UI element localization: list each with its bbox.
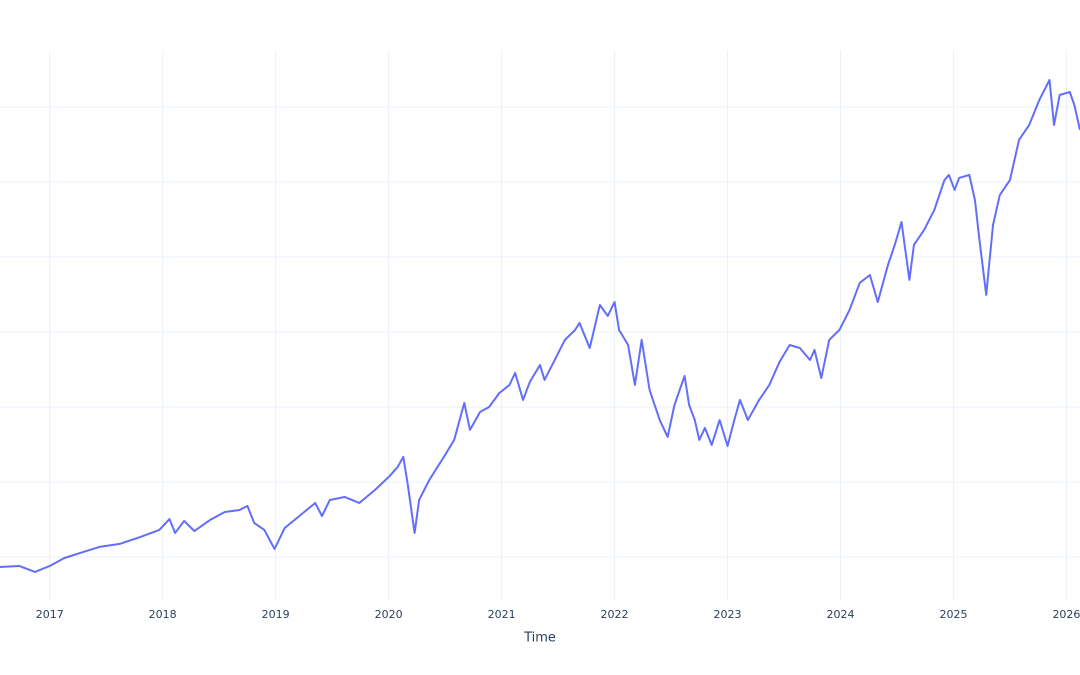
x-tick-label: 2025 bbox=[939, 608, 967, 621]
line bbox=[0, 79, 1080, 573]
x-tick-label: 2021 bbox=[488, 608, 516, 621]
x-tick-label: 2024 bbox=[827, 608, 855, 621]
x-tick-label: 2019 bbox=[262, 608, 290, 621]
x-tick-label: 2023 bbox=[714, 608, 742, 621]
x-tick-label: 2022 bbox=[601, 608, 629, 621]
x-tick-label: 2018 bbox=[149, 608, 177, 621]
x-tick-label: 2020 bbox=[375, 608, 403, 621]
x-axis-title: Time bbox=[523, 631, 556, 646]
x-tick-label: 2026 bbox=[1052, 608, 1080, 621]
x-tick-label: 2017 bbox=[36, 608, 64, 621]
